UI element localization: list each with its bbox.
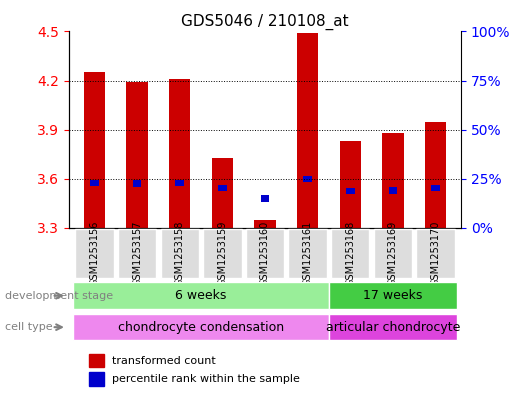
- FancyBboxPatch shape: [417, 229, 455, 278]
- Text: GSM1253168: GSM1253168: [345, 221, 355, 286]
- Text: GSM1253158: GSM1253158: [175, 221, 185, 286]
- Bar: [169, 79, 190, 228]
- Text: GSM1253169: GSM1253169: [388, 221, 398, 286]
- FancyBboxPatch shape: [73, 314, 329, 340]
- Bar: [261, 195, 269, 202]
- FancyBboxPatch shape: [288, 229, 327, 278]
- Bar: [388, 187, 397, 193]
- Text: 6 weeks: 6 weeks: [175, 289, 227, 302]
- FancyBboxPatch shape: [246, 229, 284, 278]
- FancyBboxPatch shape: [331, 229, 369, 278]
- Text: GSM1253161: GSM1253161: [303, 221, 313, 286]
- Text: development stage: development stage: [5, 290, 113, 301]
- Bar: [89, 354, 104, 367]
- FancyBboxPatch shape: [329, 314, 457, 340]
- Bar: [175, 180, 184, 186]
- Title: GDS5046 / 210108_at: GDS5046 / 210108_at: [181, 14, 349, 30]
- FancyBboxPatch shape: [329, 283, 457, 309]
- Text: GSM1253170: GSM1253170: [430, 221, 440, 286]
- Text: 17 weeks: 17 weeks: [363, 289, 422, 302]
- Text: GSM1253157: GSM1253157: [132, 221, 142, 286]
- Bar: [133, 180, 142, 187]
- Text: GSM1253160: GSM1253160: [260, 221, 270, 286]
- Bar: [89, 372, 104, 386]
- FancyBboxPatch shape: [203, 229, 242, 278]
- Bar: [303, 176, 312, 182]
- Text: GSM1253156: GSM1253156: [90, 221, 100, 286]
- Bar: [254, 220, 276, 228]
- Bar: [84, 72, 105, 228]
- Text: transformed count: transformed count: [112, 356, 216, 366]
- Bar: [218, 185, 227, 191]
- Bar: [127, 82, 148, 228]
- Bar: [90, 180, 99, 186]
- Bar: [346, 188, 355, 195]
- FancyBboxPatch shape: [75, 229, 113, 278]
- Bar: [425, 121, 446, 228]
- Bar: [297, 33, 319, 228]
- Text: articular chondrocyte: articular chondrocyte: [326, 321, 460, 334]
- FancyBboxPatch shape: [374, 229, 412, 278]
- Bar: [211, 158, 233, 228]
- Bar: [431, 185, 440, 191]
- Bar: [382, 133, 403, 228]
- FancyBboxPatch shape: [73, 283, 329, 309]
- FancyBboxPatch shape: [118, 229, 156, 278]
- Text: cell type: cell type: [5, 322, 53, 332]
- FancyBboxPatch shape: [161, 229, 199, 278]
- Text: chondrocyte condensation: chondrocyte condensation: [118, 321, 284, 334]
- Bar: [340, 141, 361, 228]
- Text: percentile rank within the sample: percentile rank within the sample: [112, 374, 300, 384]
- Text: GSM1253159: GSM1253159: [217, 221, 227, 286]
